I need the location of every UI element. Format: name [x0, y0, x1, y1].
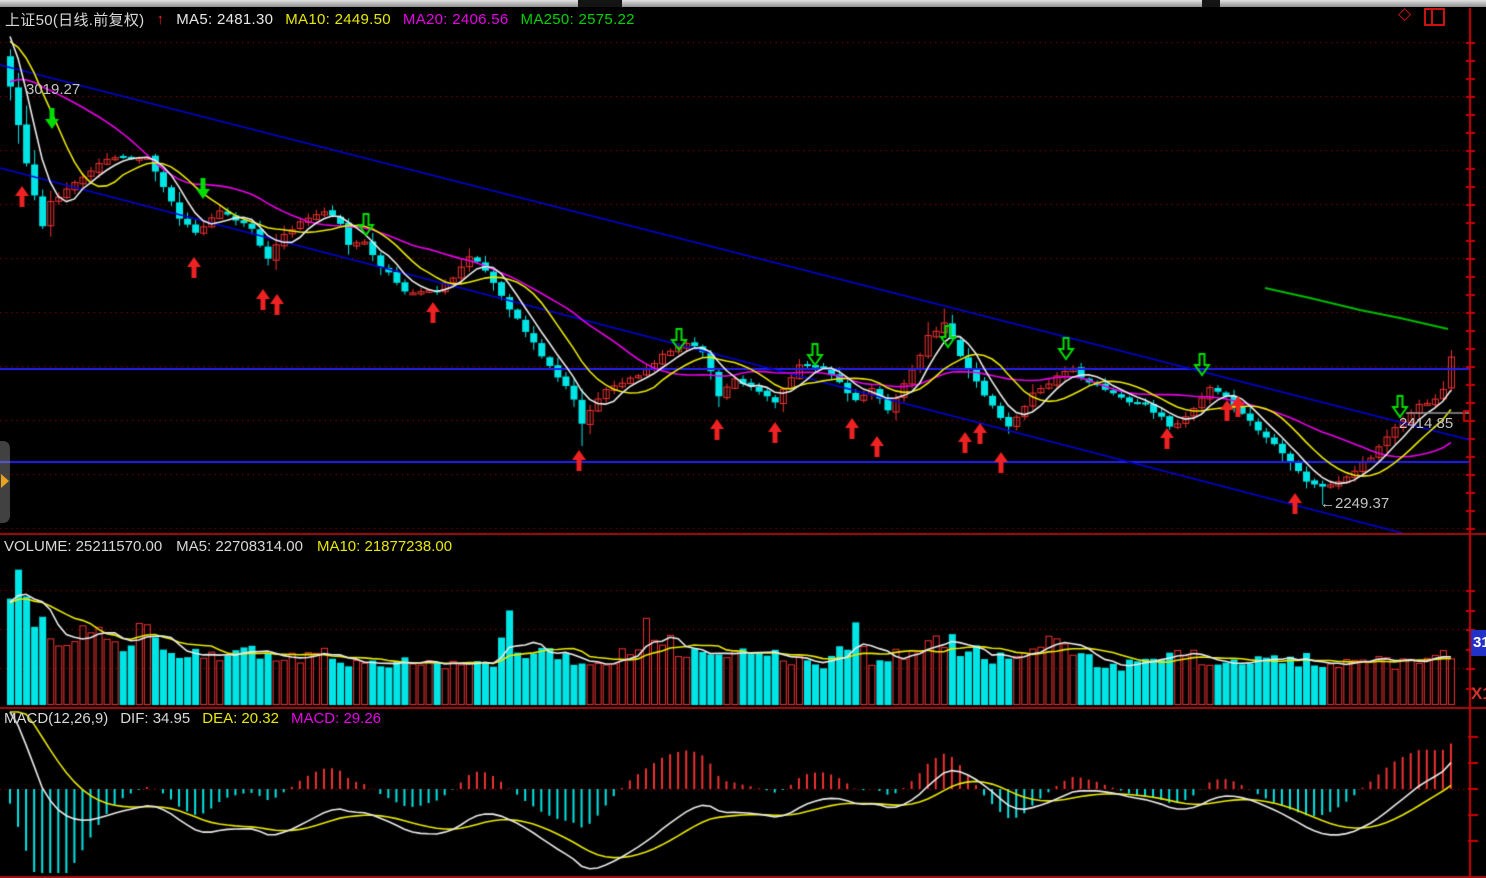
volume-ma10-value: MA10: 21877238.00 — [316, 538, 453, 555]
dea-value: DEA: 20.32 — [202, 710, 279, 727]
dif-value: DIF: 34.95 — [120, 710, 191, 727]
diamond-icon[interactable]: ◇ — [1398, 4, 1412, 23]
volume-value: VOLUME: 25211570.00 — [4, 538, 163, 555]
ma20-value: MA20: 2406.56 — [402, 11, 509, 28]
strip-notch — [1202, 0, 1220, 7]
volume-scale-badge[interactable]: 31 — [1471, 630, 1486, 656]
ma5-value: MA5: 2481.30 — [176, 11, 274, 28]
expand-arrow-icon — [1, 474, 9, 488]
ma250-value: MA250: 2575.22 — [520, 11, 635, 28]
signal-up-arrow-icon: ↑ — [156, 11, 165, 28]
macd-pane-header: MACD(12,26,9) DIF: 34.95 DEA: 20.32 MACD… — [4, 710, 381, 727]
volume-pane-header: VOLUME: 25211570.00 MA5: 22708314.00 MA1… — [4, 538, 452, 555]
window-top-strip — [0, 0, 1486, 7]
ma10-value: MA10: 2449.50 — [285, 11, 391, 28]
macd-indicator-name: MACD(12,26,9) — [4, 710, 109, 727]
panel-expand-handle[interactable] — [0, 441, 10, 523]
price-pane-header: 上证50(日线.前复权) ↑ MA5: 2481.30 MA10: 2449.5… — [5, 9, 635, 30]
macd-value: MACD: 29.26 — [290, 710, 382, 727]
strip-notch — [578, 0, 622, 7]
x-close-label[interactable]: X1 — [1471, 684, 1486, 703]
split-window-icon[interactable] — [1424, 8, 1445, 26]
split-window-divider — [1431, 10, 1433, 24]
volume-ma5-value: MA5: 22708314.00 — [176, 538, 303, 555]
instrument-title: 上证50(日线.前复权) — [5, 12, 145, 29]
